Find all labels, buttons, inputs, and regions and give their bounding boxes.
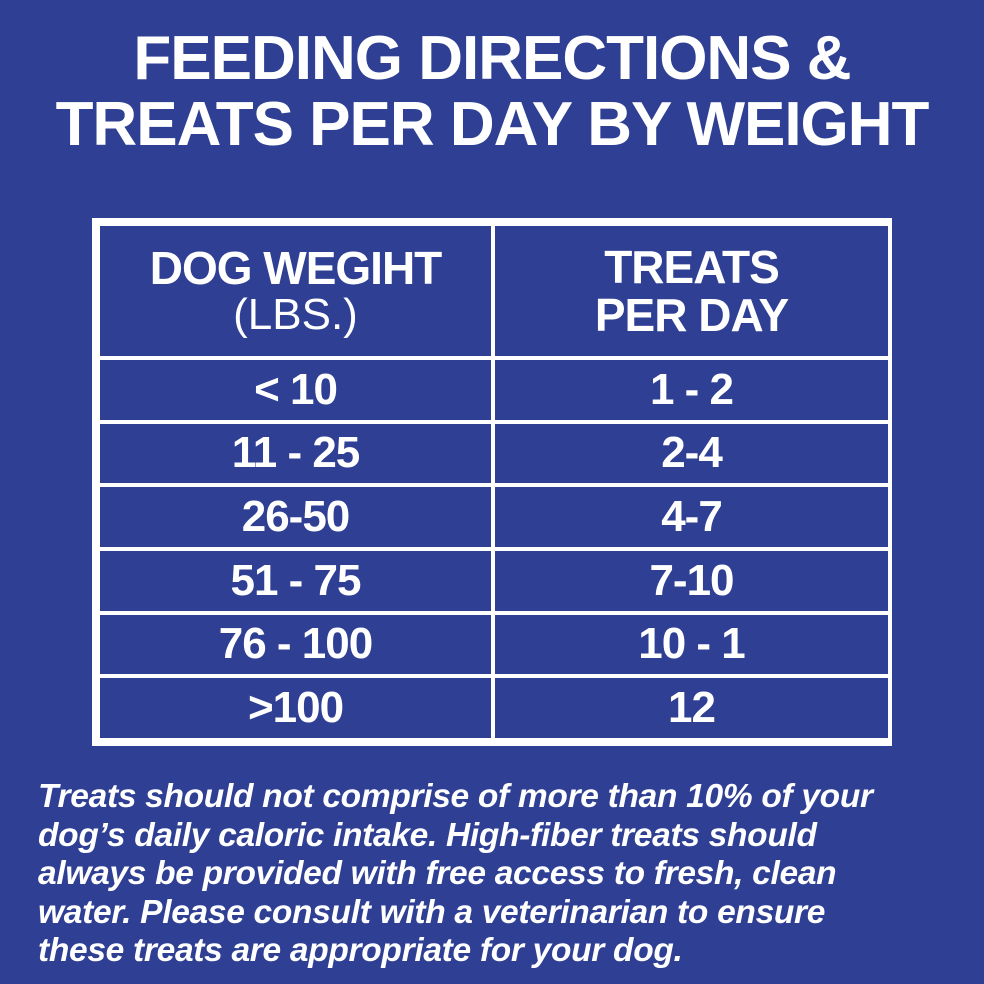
treats-cell: 1 - 2 bbox=[491, 356, 892, 424]
weight-cell: 76 - 100 bbox=[96, 610, 495, 679]
table-row: 11 - 25 2-4 bbox=[96, 419, 892, 488]
feeding-table-grid: DOG WEGIHT (LBS.) TREATS PER DAY < 10 1 … bbox=[96, 222, 892, 742]
note-line: always be provided with free access to f… bbox=[38, 855, 837, 892]
table-row: < 10 1 - 2 bbox=[96, 356, 892, 424]
weight-cell: >100 bbox=[96, 674, 495, 742]
table-row: >100 12 bbox=[96, 674, 892, 742]
table-header-row: DOG WEGIHT (LBS.) TREATS PER DAY bbox=[96, 222, 892, 360]
header-treats-per-day: TREATS PER DAY bbox=[491, 222, 892, 360]
feeding-table: DOG WEGIHT (LBS.) TREATS PER DAY < 10 1 … bbox=[92, 218, 892, 746]
title-line-1: FEEDING DIRECTIONS & bbox=[133, 24, 851, 93]
weight-cell: 51 - 75 bbox=[96, 546, 495, 615]
weight-cell: 26-50 bbox=[96, 483, 495, 551]
disclaimer-note: Treats should not comprise of more than … bbox=[38, 778, 968, 971]
page-title: FEEDING DIRECTIONS & TREATS PER DAY BY W… bbox=[0, 26, 984, 158]
table-row: 26-50 4-7 bbox=[96, 483, 892, 551]
weight-cell: < 10 bbox=[96, 356, 495, 424]
treats-cell: 10 - 1 bbox=[491, 610, 892, 679]
header-dog-weight-label: DOG WEGIHT bbox=[149, 242, 443, 294]
note-line: water. Please consult with a veterinaria… bbox=[38, 893, 826, 931]
table-row: 51 - 75 7-10 bbox=[96, 546, 892, 615]
title-line-2: TREATS PER DAY BY WEIGHT bbox=[55, 90, 930, 159]
header-dog-weight-unit: (LBS.) bbox=[233, 290, 358, 339]
note-line: dog’s daily caloric intake. High-fiber t… bbox=[38, 816, 817, 854]
table-row: 76 - 100 10 - 1 bbox=[96, 610, 892, 679]
note-line: these treats are appropriate for your do… bbox=[38, 932, 683, 969]
header-dog-weight: DOG WEGIHT (LBS.) bbox=[96, 222, 495, 360]
note-line: Treats should not comprise of more than … bbox=[38, 778, 873, 815]
treats-cell: 4-7 bbox=[491, 483, 892, 551]
header-treats-line-1: TREATS bbox=[604, 241, 780, 293]
treats-cell: 12 bbox=[491, 674, 892, 742]
weight-cell: 11 - 25 bbox=[96, 419, 495, 488]
treats-cell: 2-4 bbox=[491, 419, 892, 488]
treats-cell: 7-10 bbox=[491, 546, 892, 615]
header-treats-line-2: PER DAY bbox=[594, 289, 789, 341]
